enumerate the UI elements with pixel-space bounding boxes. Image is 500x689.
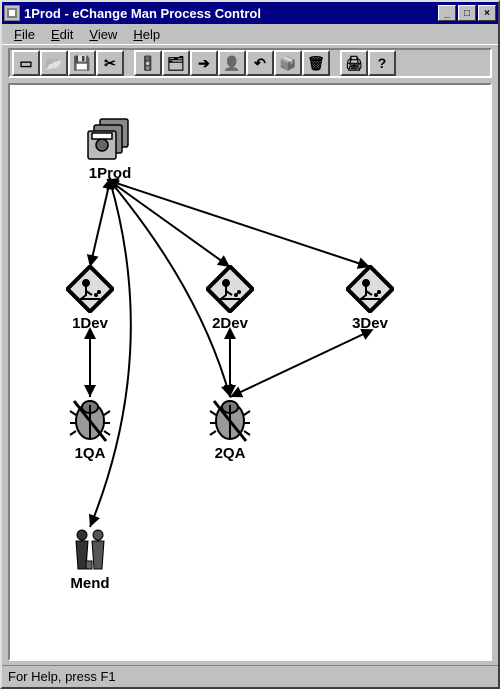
undo-icon: ↶ <box>254 55 266 72</box>
open-button[interactable]: 📂 <box>40 50 68 76</box>
new-icon: ▭ <box>19 55 32 72</box>
menubar: FileEditViewHelp <box>2 24 498 44</box>
diagram-canvas[interactable]: 1Prod 1Dev 2Dev 3Dev 1QA 2QA Mend <box>8 83 492 661</box>
traffic-light-icon: 🚦 <box>139 55 156 72</box>
delete-button[interactable]: 🗑 <box>302 50 330 76</box>
bug-icon <box>190 395 270 443</box>
node-qa2[interactable]: 2QA <box>190 395 270 462</box>
properties-icon: 🗂 <box>167 55 185 72</box>
node-label: 3Dev <box>330 315 410 332</box>
app-icon[interactable] <box>4 5 20 21</box>
node-label: 1Dev <box>50 315 130 332</box>
toolbar-region: ▭ 📂 💾 ✂ 🚦 🗂 ➔ 👤 ↶ 📦 🗑 🖨? <box>2 44 498 83</box>
arrow-right-icon: ➔ <box>198 55 210 72</box>
node-root[interactable]: 1Prod <box>70 115 150 182</box>
edge-dev3-qa2 <box>230 331 370 397</box>
window-title: 1Prod - eChange Man Process Control <box>24 6 436 21</box>
print-icon: 🖨 <box>345 55 363 72</box>
menu-help[interactable]: Help <box>125 25 168 44</box>
node-label: 1Prod <box>70 165 150 182</box>
sign-icon <box>50 265 130 313</box>
status-bar: For Help, press F1 <box>2 665 498 687</box>
delete-icon: 🗑 <box>307 55 325 72</box>
edge-root-mend <box>90 181 131 527</box>
open-icon: 📂 <box>45 55 62 72</box>
print-button[interactable]: 🖨 <box>340 50 368 76</box>
new-button[interactable]: ▭ <box>12 50 40 76</box>
app-window: 1Prod - eChange Man Process Control _ □ … <box>0 0 500 689</box>
toolbar: ▭ 📂 💾 ✂ 🚦 🗂 ➔ 👤 ↶ 📦 🗑 🖨? <box>8 48 492 78</box>
help-button[interactable]: ? <box>368 50 396 76</box>
user-icon: 👤 <box>223 55 240 72</box>
node-mend[interactable]: Mend <box>50 525 130 592</box>
close-button[interactable]: × <box>478 5 496 21</box>
node-dev3[interactable]: 3Dev <box>330 265 410 332</box>
bug-icon <box>50 395 130 443</box>
menu-file[interactable]: File <box>6 25 43 44</box>
undo-button[interactable]: ↶ <box>246 50 274 76</box>
menu-view[interactable]: View <box>81 25 125 44</box>
cut-icon: ✂ <box>104 55 116 72</box>
save-button[interactable]: 💾 <box>68 50 96 76</box>
menu-edit[interactable]: Edit <box>43 25 81 44</box>
people-icon <box>50 525 130 573</box>
sign-icon <box>190 265 270 313</box>
properties-button[interactable]: 🗂 <box>162 50 190 76</box>
status-text: For Help, press F1 <box>8 669 116 684</box>
node-label: 1QA <box>50 445 130 462</box>
minimize-button[interactable]: _ <box>438 5 456 21</box>
node-label: 2QA <box>190 445 270 462</box>
maximize-button[interactable]: □ <box>458 5 476 21</box>
sign-icon <box>330 265 410 313</box>
node-qa1[interactable]: 1QA <box>50 395 130 462</box>
package-button[interactable]: 📦 <box>274 50 302 76</box>
node-dev1[interactable]: 1Dev <box>50 265 130 332</box>
edge-root-dev2 <box>110 181 230 267</box>
edge-root-dev3 <box>110 181 370 267</box>
traffic-light-button[interactable]: 🚦 <box>134 50 162 76</box>
edge-root-dev1 <box>90 181 110 267</box>
disks-icon <box>70 115 150 163</box>
user-button[interactable]: 👤 <box>218 50 246 76</box>
node-label: Mend <box>50 575 130 592</box>
save-icon: 💾 <box>73 55 90 72</box>
node-label: 2Dev <box>190 315 270 332</box>
arrow-right-button[interactable]: ➔ <box>190 50 218 76</box>
titlebar[interactable]: 1Prod - eChange Man Process Control _ □ … <box>2 2 498 24</box>
package-icon: 📦 <box>279 55 296 72</box>
help-icon: ? <box>378 55 387 71</box>
node-dev2[interactable]: 2Dev <box>190 265 270 332</box>
cut-button[interactable]: ✂ <box>96 50 124 76</box>
